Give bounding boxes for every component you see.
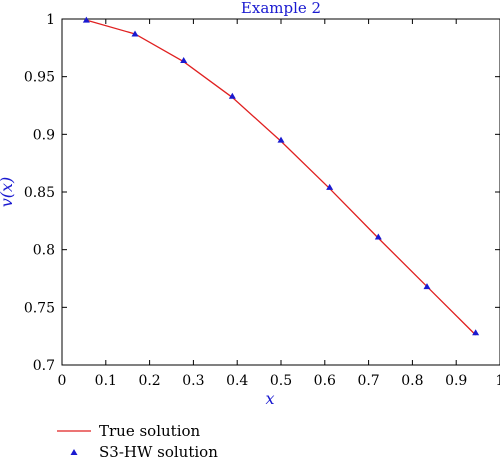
- series-marker-s3-hw-solution: [277, 136, 285, 143]
- x-tick-label: 0.7: [357, 373, 379, 389]
- y-tick-label: 0.75: [24, 300, 55, 316]
- x-tick-label: 0.1: [95, 373, 117, 389]
- x-tick-label: 0: [58, 373, 67, 389]
- x-tick-label: 0.8: [401, 373, 423, 389]
- series-layer: [82, 16, 480, 336]
- y-tick-label: 1: [46, 12, 55, 28]
- series-marker-s3-hw-solution: [131, 30, 139, 37]
- chart-title: Example 2: [241, 0, 321, 17]
- x-tick-label: 0.9: [445, 373, 467, 389]
- x-tick-label: 0.3: [182, 373, 204, 389]
- series-marker-s3-hw-solution: [326, 183, 334, 190]
- y-tick-label: 0.7: [33, 358, 55, 374]
- legend-label-s3-hw-solution: S3-HW solution: [99, 443, 218, 459]
- x-tick-label: 0.4: [226, 373, 248, 389]
- series-marker-s3-hw-solution: [423, 283, 431, 290]
- plot-frame: [61, 18, 500, 366]
- series-marker-s3-hw-solution: [472, 329, 480, 336]
- y-tick-label: 0.9: [33, 127, 55, 143]
- y-tick-label: 0.95: [24, 70, 55, 86]
- x-tick-label: 0.6: [314, 373, 336, 389]
- series-marker-s3-hw-solution: [180, 57, 188, 64]
- series-marker-s3-hw-solution: [228, 92, 236, 99]
- y-axis-label: v(x): [0, 177, 16, 208]
- x-axis-ticks: 0 0.1 0.2 0.3 0.4 0.5 0.6 0.7 0.8 0.9 1: [58, 19, 500, 389]
- y-axis-ticks: 0.7 0.75 0.8 0.85 0.9 0.95 1: [24, 12, 500, 374]
- y-tick-label: 0.8: [33, 243, 55, 259]
- x-tick-label: 0.5: [270, 373, 292, 389]
- legend-label-true-solution: True solution: [99, 422, 201, 440]
- x-axis-label: x: [265, 389, 274, 408]
- x-tick-label: 0.2: [138, 373, 160, 389]
- legend-triangle-swatch: [70, 449, 78, 455]
- y-tick-label: 0.85: [24, 185, 55, 201]
- legend: True solution S3-HW solution: [57, 422, 218, 459]
- x-tick-label: 1: [496, 373, 500, 389]
- series-line-true-solution: [86, 19, 477, 336]
- series-marker-s3-hw-solution: [374, 233, 382, 240]
- series-marker-s3-hw-solution: [82, 16, 90, 23]
